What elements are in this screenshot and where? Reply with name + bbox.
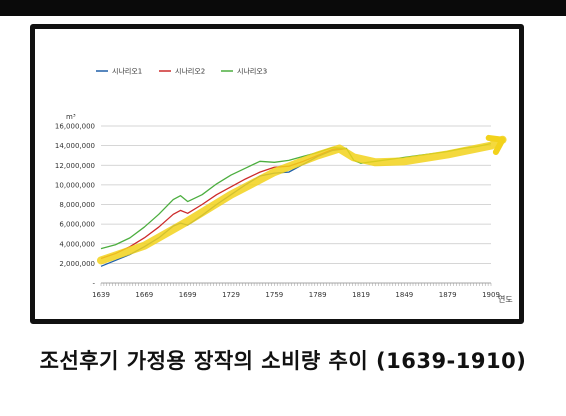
- y-tick-label: 6,000,000: [59, 221, 95, 229]
- highlight-arrow-head: [485, 134, 506, 156]
- y-tick-label: 8,000,000: [59, 201, 95, 209]
- highlight-arrow-shaft: [97, 135, 507, 265]
- x-tick-label: 1729: [222, 291, 240, 299]
- page-caption: 조선후기 가정용 장작의 소비량 추이 (1639-1910): [39, 349, 527, 373]
- x-tick-label: 1669: [135, 291, 153, 299]
- legend-item: 시나리오2: [159, 67, 205, 76]
- top-dark-strip: [0, 0, 566, 16]
- x-tick-label: 1849: [395, 291, 413, 299]
- legend-item: 시나리오3: [221, 67, 267, 76]
- y-tick-label: 10,000,000: [55, 181, 95, 189]
- y-tick-label: -: [92, 280, 95, 288]
- highlight-arrow: [97, 134, 507, 265]
- legend-label: 시나리오2: [175, 67, 205, 76]
- x-tick-label: 1759: [265, 291, 283, 299]
- legend-label: 시나리오1: [112, 67, 142, 76]
- y-tick-label: 12,000,000: [55, 162, 95, 170]
- legend-item: 시나리오1: [96, 67, 142, 76]
- x-axis-label: 연도: [498, 295, 513, 304]
- grid: [101, 125, 491, 284]
- y-tick-labels: - 2,000,000 4,000,000 6,000,000 8,000,000 10,…: [55, 123, 96, 288]
- x-tick-label: 1909: [482, 291, 500, 299]
- y-axis-unit-label: m³: [66, 113, 76, 121]
- x-tick-label: 1789: [309, 291, 327, 299]
- x-tick-label: 1879: [439, 291, 457, 299]
- y-tick-label: 4,000,000: [59, 240, 95, 248]
- y-tick-label: 14,000,000: [55, 142, 95, 150]
- legend-label: 시나리오3: [237, 67, 267, 76]
- x-tick-label: 1639: [92, 291, 110, 299]
- x-tick-label: 1819: [352, 291, 370, 299]
- y-tick-label: 16,000,000: [55, 123, 95, 131]
- x-tick-label: 1699: [179, 291, 197, 299]
- legend: 시나리오1 시나리오2 시나리오3: [96, 67, 267, 76]
- y-tick-label: 2,000,000: [59, 260, 95, 268]
- x-axis: 1639 1669 1699 1729 1759 1789 1819 1849 1879 1909: [92, 283, 500, 299]
